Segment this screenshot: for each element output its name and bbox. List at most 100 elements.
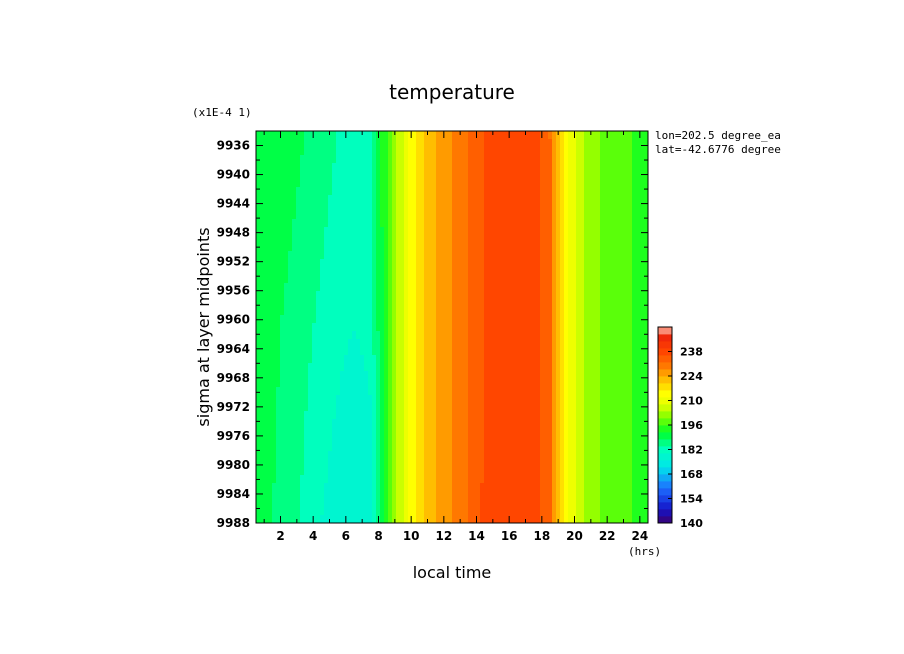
heatmap-cell <box>260 371 265 380</box>
heatmap-cell <box>416 403 421 412</box>
heatmap-cell <box>344 283 349 292</box>
heatmap-cell <box>616 419 621 428</box>
heatmap-cell <box>600 507 605 516</box>
heatmap-cell <box>428 435 433 444</box>
heatmap-cell <box>588 171 593 180</box>
heatmap-cell <box>616 507 621 516</box>
heatmap-cell <box>404 291 409 300</box>
heatmap-cell <box>468 211 473 220</box>
heatmap-cell <box>328 195 333 204</box>
heatmap-cell <box>400 507 405 516</box>
heatmap-cell <box>324 331 329 340</box>
heatmap-cell <box>320 131 325 140</box>
heatmap-cell <box>528 363 533 372</box>
heatmap-cell <box>628 291 633 300</box>
heatmap-cell <box>608 147 613 156</box>
heatmap-cell <box>448 499 453 508</box>
heatmap-cell <box>540 299 545 308</box>
heatmap-cell <box>364 171 369 180</box>
heatmap-cell <box>408 227 413 236</box>
heatmap-cell <box>424 483 429 492</box>
heatmap-cell <box>288 419 293 428</box>
heatmap-cell <box>580 219 585 228</box>
heatmap-cell <box>564 467 569 476</box>
heatmap-cell <box>412 459 417 468</box>
heatmap-cell <box>340 187 345 196</box>
heatmap-cell <box>336 195 341 204</box>
heatmap-cell <box>640 307 645 316</box>
heatmap-cell <box>432 163 437 172</box>
heatmap-cell <box>472 147 477 156</box>
heatmap-cell <box>332 251 337 260</box>
heatmap-cell <box>528 267 533 276</box>
heatmap-cell <box>632 443 637 452</box>
heatmap-cell <box>396 131 401 140</box>
heatmap-cell <box>396 195 401 204</box>
heatmap-cell <box>624 307 629 316</box>
heatmap-cell <box>340 299 345 308</box>
heatmap-cell <box>308 163 313 172</box>
heatmap-cell <box>368 491 373 500</box>
heatmap-cell <box>416 331 421 340</box>
heatmap-cell <box>636 347 641 356</box>
heatmap-cell <box>524 419 529 428</box>
heatmap-cell <box>484 187 489 196</box>
heatmap-cell <box>624 459 629 468</box>
x-axis: 2 4 6 8 10 12 14 16 18 20 22 24 <box>263 131 648 543</box>
heatmap-cell <box>524 499 529 508</box>
heatmap-cell <box>472 371 477 380</box>
heatmap-cell <box>360 339 365 348</box>
heatmap-cell <box>396 483 401 492</box>
heatmap-cell <box>424 379 429 388</box>
heatmap-cell <box>324 163 329 172</box>
heatmap-cell <box>440 251 445 260</box>
heatmap-cell <box>476 411 481 420</box>
heatmap-cell <box>428 491 433 500</box>
heatmap-cell <box>432 491 437 500</box>
heatmap-cell <box>568 491 573 500</box>
heatmap-cell <box>488 211 493 220</box>
heatmap-cell <box>292 131 297 140</box>
heatmap-cell <box>536 307 541 316</box>
heatmap-cell <box>284 323 289 332</box>
heatmap-cell <box>532 435 537 444</box>
heatmap-cell <box>396 427 401 436</box>
heatmap-cell <box>540 219 545 228</box>
heatmap-cell <box>304 331 309 340</box>
heatmap-cell <box>580 315 585 324</box>
heatmap-cell <box>456 467 461 476</box>
heatmap-cell <box>460 179 465 188</box>
heatmap-cell <box>392 499 397 508</box>
heatmap-cell <box>460 307 465 316</box>
heatmap-cell <box>436 267 441 276</box>
heatmap-cell <box>608 251 613 260</box>
heatmap-cell <box>412 179 417 188</box>
heatmap-cell <box>488 259 493 268</box>
heatmap-cell <box>588 227 593 236</box>
heatmap-cell <box>264 371 269 380</box>
colorbar-bin <box>658 467 672 475</box>
heatmap-cell <box>284 155 289 164</box>
heatmap-cell <box>368 219 373 228</box>
heatmap-cell <box>356 371 361 380</box>
heatmap-cell <box>280 467 285 476</box>
heatmap-cell <box>604 395 609 404</box>
heatmap-cell <box>272 347 277 356</box>
heatmap-cell <box>504 403 509 412</box>
heatmap-cell <box>364 315 369 324</box>
heatmap-cell <box>508 179 513 188</box>
heatmap-cell <box>544 443 549 452</box>
heatmap-cell <box>356 219 361 228</box>
heatmap-cell <box>544 235 549 244</box>
heatmap-cell <box>292 267 297 276</box>
heatmap-cell <box>424 307 429 316</box>
heatmap-cell <box>544 355 549 364</box>
heatmap-cell <box>604 203 609 212</box>
heatmap-cell <box>620 299 625 308</box>
heatmap-cell <box>528 307 533 316</box>
y-tick-label: 9988 <box>217 516 250 530</box>
heatmap-cell <box>612 467 617 476</box>
heatmap-cell <box>328 171 333 180</box>
heatmap-cell <box>492 419 497 428</box>
heatmap-cell <box>280 459 285 468</box>
